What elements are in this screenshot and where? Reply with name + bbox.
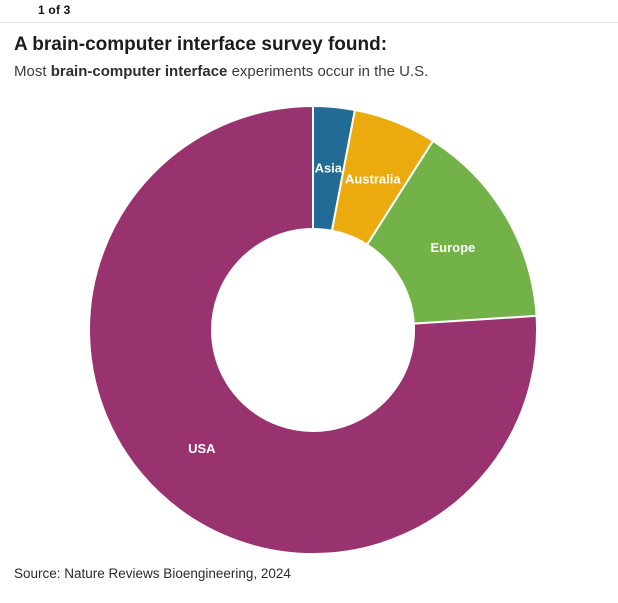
segment-label-usa: USA xyxy=(188,441,216,456)
segment-label-asia: Asia xyxy=(315,161,343,176)
subtitle-suffix: experiments occur in the U.S. xyxy=(227,63,429,80)
chart-title: A brain-computer interface survey found: xyxy=(14,34,388,55)
pagination: 1 of 3 xyxy=(38,3,71,17)
source-note: Source: Nature Reviews Bioengineering, 2… xyxy=(14,566,291,581)
subtitle-prefix: Most xyxy=(14,63,51,80)
segment-label-australia: Australia xyxy=(345,171,401,186)
segment-label-europe: Europe xyxy=(431,240,476,255)
pagination-label: 1 of 3 xyxy=(38,3,71,17)
donut-segment-europe[interactable] xyxy=(366,139,538,325)
donut-segment-usa[interactable] xyxy=(88,105,538,555)
subtitle-bold-term: brain-computer interface xyxy=(50,63,228,80)
header-divider xyxy=(0,22,618,23)
chart-subtitle: Most brain-computer interface experiment… xyxy=(14,62,428,81)
